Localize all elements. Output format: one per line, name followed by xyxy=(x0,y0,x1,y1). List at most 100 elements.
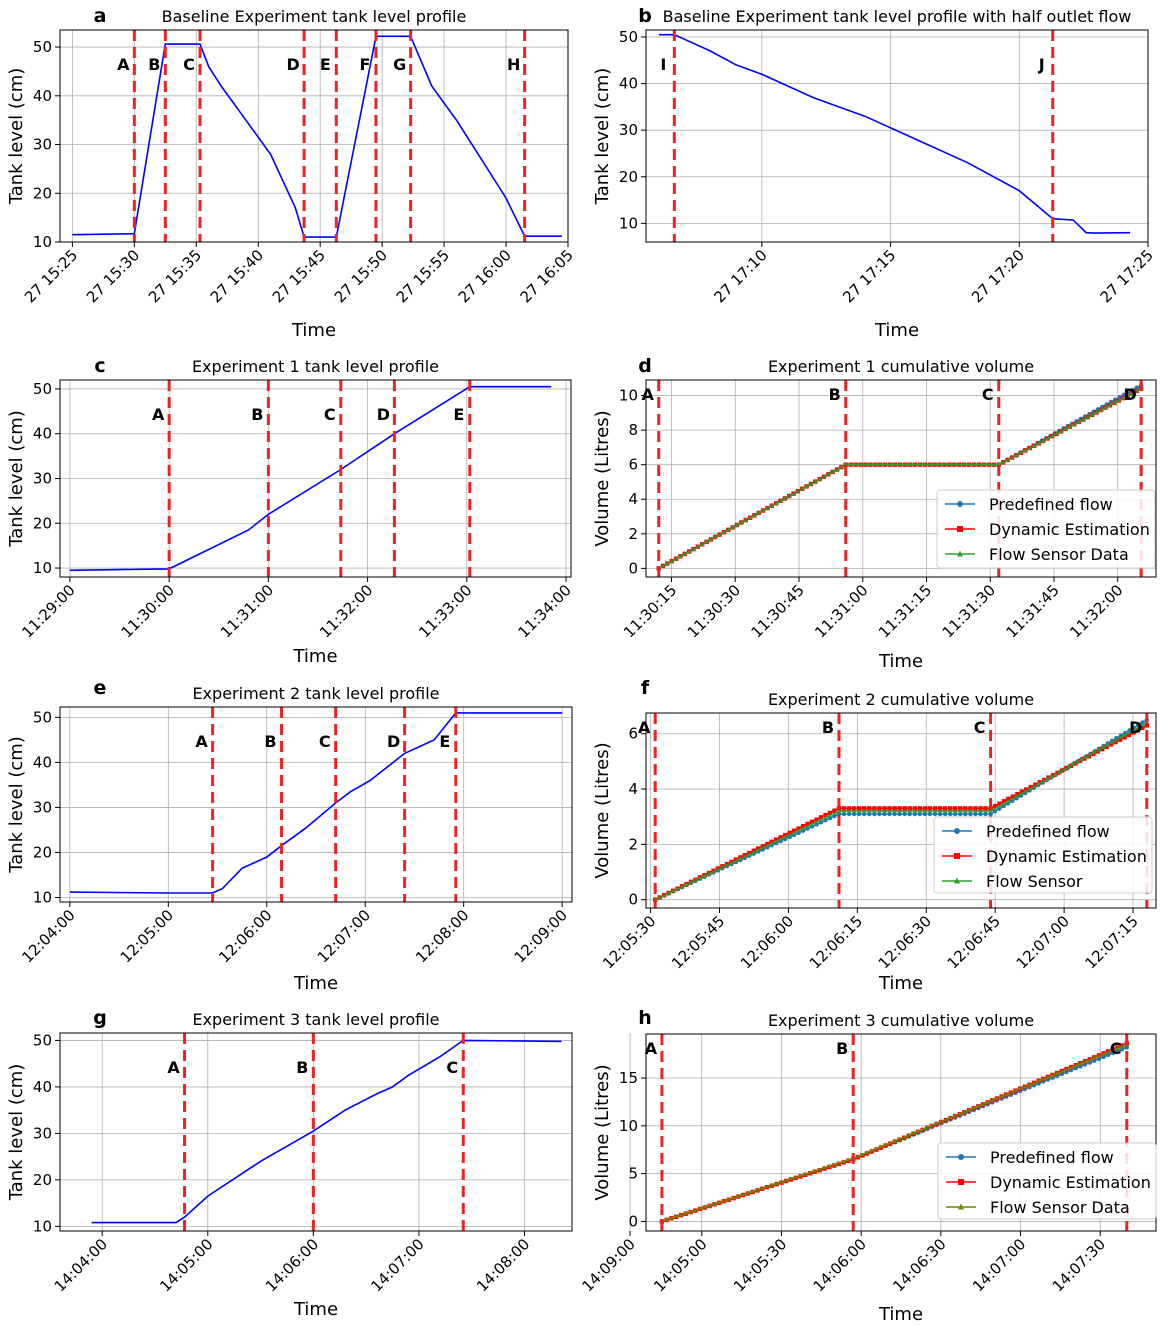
data-point xyxy=(711,869,716,874)
chart-panel-a: a Baseline Experiment tank level profile A… xyxy=(6,5,577,341)
data-point xyxy=(712,1201,717,1206)
data-point xyxy=(968,806,973,811)
chart-panel-b: b Baseline Experiment tank level profile … xyxy=(592,5,1157,341)
data-point xyxy=(747,852,752,856)
data-point xyxy=(862,811,867,817)
data-point xyxy=(851,811,857,817)
x-tick-label: 11:31:00 xyxy=(811,581,871,641)
x-tick-label: 12:06:00 xyxy=(215,906,275,966)
y-tick-label: 30 xyxy=(33,136,52,154)
data-point xyxy=(1001,799,1007,804)
event-label-a: A xyxy=(167,1058,180,1077)
x-tick-label: 14:07:00 xyxy=(367,1235,427,1295)
data-point xyxy=(1117,737,1123,742)
data-point xyxy=(1096,747,1102,752)
x-tick-label: 27 15:25 xyxy=(21,246,81,306)
chart-panel-d: d Experiment 1 cumulative volume A B C D 0 2 4 6 8… xyxy=(592,355,1157,672)
chart-panel-e: e Experiment 2 tank level profile A B C D E 10 2… xyxy=(6,677,573,994)
data-point xyxy=(958,806,963,811)
data-point xyxy=(769,841,774,846)
data-point xyxy=(1040,779,1045,784)
legend-entry-label: Dynamic Estimation xyxy=(989,520,1150,539)
data-point xyxy=(1073,1063,1078,1068)
data-point xyxy=(992,803,998,809)
data-point xyxy=(1036,440,1041,445)
legend-marker xyxy=(954,853,960,859)
data-point xyxy=(793,1174,798,1179)
data-point xyxy=(796,828,801,833)
data-point xyxy=(1100,747,1105,752)
data-point xyxy=(1135,725,1141,730)
data-point xyxy=(887,808,892,813)
data-point xyxy=(932,806,938,811)
data-point xyxy=(787,493,792,498)
panel-letter: g xyxy=(93,1007,107,1029)
data-point xyxy=(827,810,833,816)
x-tick-label: 27 15:50 xyxy=(331,246,391,306)
data-point xyxy=(897,1136,902,1141)
event-label-c: C xyxy=(324,405,336,424)
data-point xyxy=(841,808,847,813)
data-point xyxy=(1010,794,1016,799)
data-point xyxy=(922,462,927,467)
data-point xyxy=(683,1211,688,1216)
data-point xyxy=(882,806,887,811)
data-point xyxy=(957,462,962,467)
data-point xyxy=(1014,452,1019,457)
data-point xyxy=(942,811,948,817)
y-tick-label: 40 xyxy=(33,1078,52,1096)
data-point xyxy=(1098,407,1104,412)
data-point xyxy=(976,1103,981,1108)
data-point xyxy=(892,806,897,811)
legend-entry-label: Dynamic Estimation xyxy=(986,847,1147,866)
data-point xyxy=(1028,784,1033,790)
data-point xyxy=(857,806,862,811)
chart-panel-g: g Experiment 3 tank level profile A B C 10 20 3… xyxy=(6,1007,639,1320)
y-axis-label: Tank level (cm) xyxy=(6,410,27,548)
data-point xyxy=(878,1144,884,1149)
data-point xyxy=(983,806,988,811)
data-point xyxy=(839,464,844,469)
data-point xyxy=(726,1196,732,1201)
data-point xyxy=(1005,457,1010,462)
data-point xyxy=(808,1170,813,1175)
y-tick-label: 30 xyxy=(33,798,52,816)
x-tick-label: 12:06:30 xyxy=(875,912,935,972)
plot-area xyxy=(653,717,1150,902)
event-label-g: G xyxy=(393,55,406,74)
data-point xyxy=(1024,787,1029,792)
y-tick-label: 30 xyxy=(33,470,52,488)
data-point xyxy=(892,1138,898,1143)
data-point xyxy=(992,806,998,811)
x-tick-label: 11:31:00 xyxy=(217,581,277,641)
legend-entry-label: Predefined flow xyxy=(989,495,1113,514)
x-tick-label: 12:05:30 xyxy=(599,912,659,972)
data-point xyxy=(991,462,996,467)
data-point xyxy=(888,462,893,467)
y-tick-label: 0 xyxy=(628,559,638,577)
data-point xyxy=(857,811,862,817)
gridlines xyxy=(60,707,572,902)
data-point xyxy=(911,1130,916,1135)
data-point xyxy=(1045,1074,1051,1079)
x-tick-label: 14:09:00 xyxy=(579,1235,639,1295)
series-line-tank-level xyxy=(69,385,552,572)
data-point xyxy=(1001,801,1006,806)
data-point xyxy=(752,512,757,517)
data-point xyxy=(927,808,933,813)
data-point xyxy=(795,488,801,493)
data-point xyxy=(953,1113,958,1118)
data-point xyxy=(973,806,978,811)
data-point xyxy=(1135,728,1141,733)
data-point xyxy=(1124,1045,1130,1050)
data-point xyxy=(1049,433,1055,438)
panel-letter: f xyxy=(641,677,650,699)
series-line-tank-level xyxy=(69,712,563,894)
x-tick-label: 11:31:30 xyxy=(939,581,999,641)
chart-panel-c: c Experiment 1 tank level profile A B C D E 10 2… xyxy=(6,355,575,667)
plot-frame xyxy=(59,29,569,243)
data-point xyxy=(678,553,683,558)
plot-area xyxy=(91,1039,562,1224)
chart-title: Baseline Experiment tank level profile w… xyxy=(663,7,1132,26)
data-point xyxy=(962,1109,967,1114)
